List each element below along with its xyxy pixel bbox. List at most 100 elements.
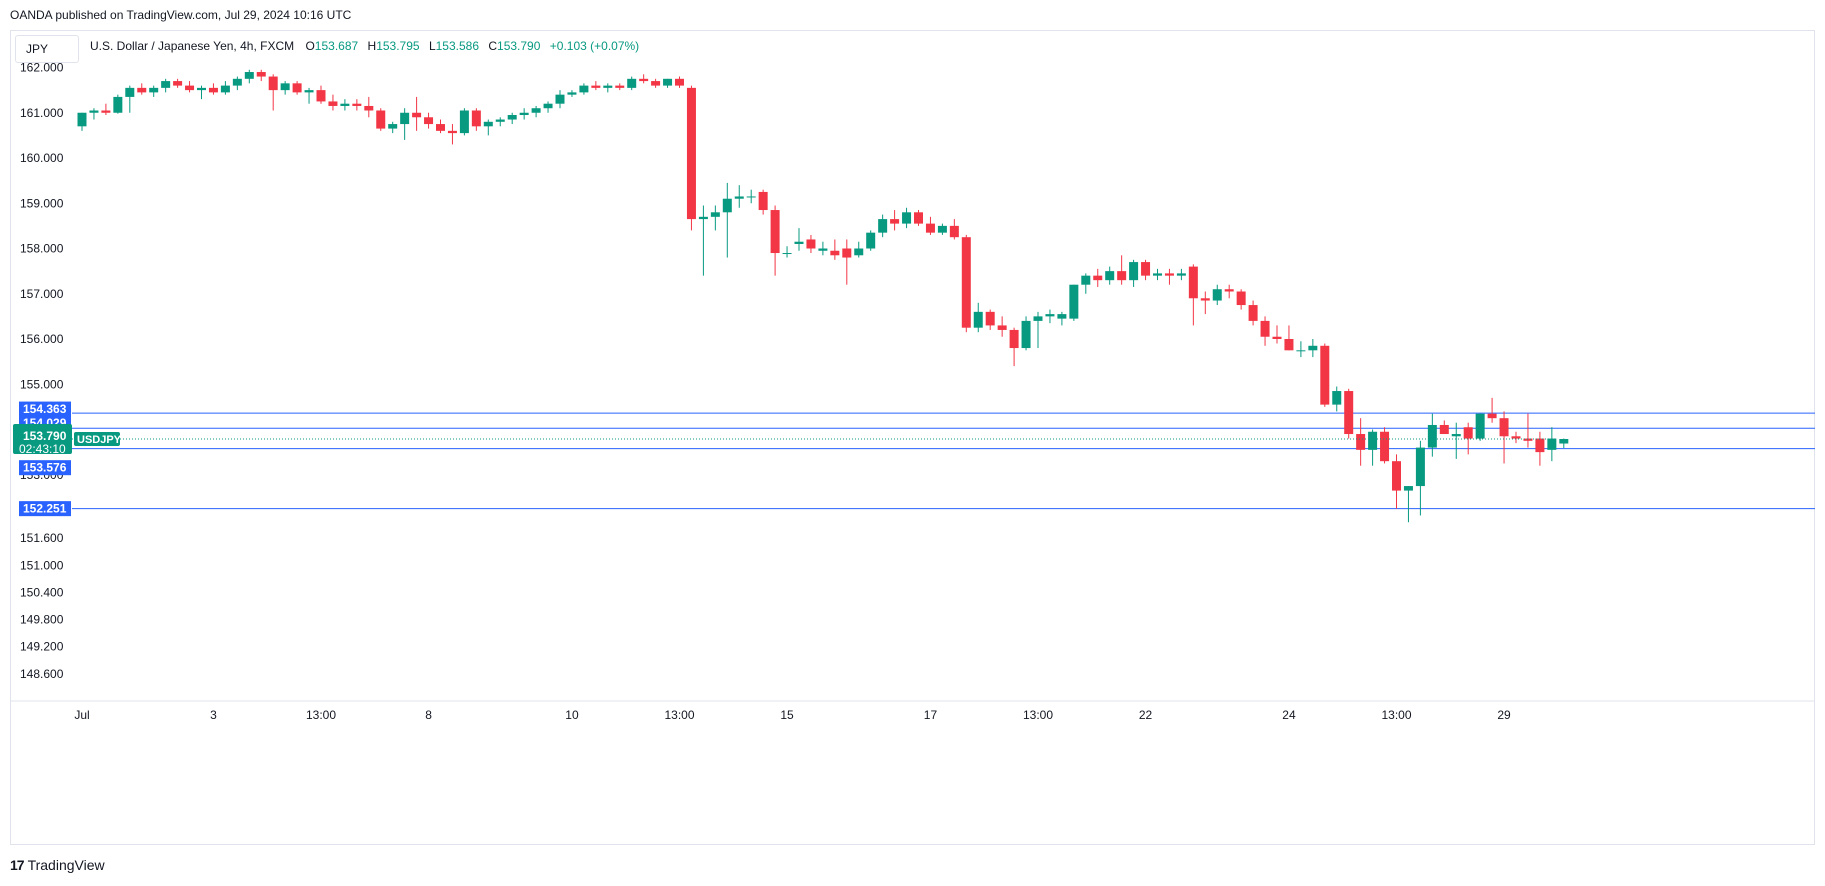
candle-body[interactable]	[1403, 486, 1413, 491]
candle-body[interactable]	[722, 198, 732, 213]
candle-body[interactable]	[352, 103, 362, 106]
candle-body[interactable]	[1021, 320, 1031, 349]
candle-body[interactable]	[1248, 305, 1258, 321]
candle-body[interactable]	[615, 85, 625, 88]
candle-body[interactable]	[1272, 336, 1282, 339]
candle-body[interactable]	[961, 237, 971, 328]
candle-body[interactable]	[878, 219, 888, 233]
candle-body[interactable]	[268, 76, 278, 91]
candle-body[interactable]	[1523, 438, 1533, 441]
candle-body[interactable]	[651, 81, 661, 86]
candle-body[interactable]	[1212, 289, 1222, 301]
candle-body[interactable]	[220, 85, 230, 93]
candle-body[interactable]	[137, 87, 147, 93]
candle-body[interactable]	[376, 110, 386, 129]
candle-body[interactable]	[197, 87, 206, 91]
candle-body[interactable]	[1081, 275, 1091, 285]
candle-body[interactable]	[1153, 273, 1162, 276]
candle-body[interactable]	[232, 78, 242, 86]
candle-body[interactable]	[603, 85, 613, 88]
candle-body[interactable]	[830, 250, 840, 256]
candle-body[interactable]	[1164, 273, 1174, 276]
candle-body[interactable]	[1141, 262, 1151, 276]
candle-body[interactable]	[1176, 273, 1186, 276]
candle-body[interactable]	[507, 115, 517, 120]
candle-body[interactable]	[794, 241, 804, 244]
candle-body[interactable]	[1439, 424, 1449, 435]
candle-body[interactable]	[1129, 262, 1139, 281]
candle-body[interactable]	[89, 110, 99, 113]
candle-body[interactable]	[161, 81, 171, 88]
candle-body[interactable]	[1487, 413, 1497, 419]
candle-body[interactable]	[256, 72, 266, 77]
candle-body[interactable]	[436, 124, 445, 131]
candle-body[interactable]	[1117, 271, 1127, 281]
candle-body[interactable]	[1224, 289, 1234, 292]
candle-body[interactable]	[316, 90, 326, 102]
candle-body[interactable]	[1380, 431, 1390, 462]
candle-body[interactable]	[328, 101, 338, 106]
candle-body[interactable]	[1320, 345, 1330, 405]
candle-body[interactable]	[1332, 391, 1342, 405]
candle-body[interactable]	[543, 103, 553, 109]
candle-body[interactable]	[675, 78, 684, 86]
candle-body[interactable]	[304, 90, 314, 93]
candle-body[interactable]	[686, 87, 696, 220]
candle-body[interactable]	[1284, 339, 1294, 351]
candle-body[interactable]	[364, 105, 374, 111]
candle-body[interactable]	[1451, 434, 1461, 437]
candle-body[interactable]	[495, 119, 505, 122]
candle-body[interactable]	[925, 223, 935, 233]
candle-body[interactable]	[1415, 447, 1425, 487]
candle-body[interactable]	[185, 85, 195, 91]
candle-body[interactable]	[77, 112, 87, 127]
candle-body[interactable]	[1069, 284, 1079, 319]
candle-body[interactable]	[1296, 350, 1306, 352]
candle-body[interactable]	[1559, 439, 1569, 444]
candle-body[interactable]	[555, 94, 565, 104]
candle-body[interactable]	[519, 112, 529, 116]
candle-body[interactable]	[340, 103, 350, 106]
candle-body[interactable]	[866, 232, 876, 249]
candle-body[interactable]	[447, 130, 457, 134]
candle-body[interactable]	[280, 83, 290, 91]
candle-body[interactable]	[531, 108, 541, 113]
currency-label[interactable]: JPY	[15, 35, 79, 63]
candle-body[interactable]	[1463, 427, 1473, 439]
candle-body[interactable]	[818, 248, 828, 251]
candle-body[interactable]	[292, 83, 302, 93]
candle-body[interactable]	[1344, 391, 1354, 435]
candle-body[interactable]	[902, 212, 912, 224]
candle-body[interactable]	[758, 191, 768, 211]
candle-body[interactable]	[1188, 266, 1198, 299]
candle-body[interactable]	[782, 253, 792, 255]
candle-body[interactable]	[1392, 461, 1401, 491]
candle-body[interactable]	[627, 78, 637, 88]
candle-body[interactable]	[101, 110, 111, 113]
candle-body[interactable]	[388, 124, 398, 129]
candle-body[interactable]	[997, 325, 1007, 330]
candle-body[interactable]	[663, 78, 673, 86]
candle-body[interactable]	[483, 121, 493, 127]
candle-body[interactable]	[985, 311, 995, 326]
candle-body[interactable]	[1547, 438, 1557, 450]
tradingview-logo[interactable]: 17 TradingView	[10, 857, 105, 873]
candle-body[interactable]	[579, 85, 589, 93]
candle-body[interactable]	[244, 72, 254, 79]
candle-body[interactable]	[400, 112, 410, 125]
candle-body[interactable]	[710, 212, 720, 217]
candle-body[interactable]	[1200, 298, 1210, 301]
candle-body[interactable]	[1045, 314, 1055, 317]
candle-body[interactable]	[125, 87, 135, 97]
candle-body[interactable]	[639, 78, 649, 82]
candle-body[interactable]	[1260, 320, 1270, 337]
candle-body[interactable]	[1009, 329, 1019, 349]
candle-body[interactable]	[471, 110, 481, 127]
candle-body[interactable]	[1308, 345, 1318, 351]
candle-body[interactable]	[412, 112, 422, 118]
candle-body[interactable]	[698, 216, 708, 220]
candle-body[interactable]	[1093, 275, 1103, 281]
candle-body[interactable]	[1499, 418, 1509, 437]
candle-body[interactable]	[937, 225, 947, 233]
